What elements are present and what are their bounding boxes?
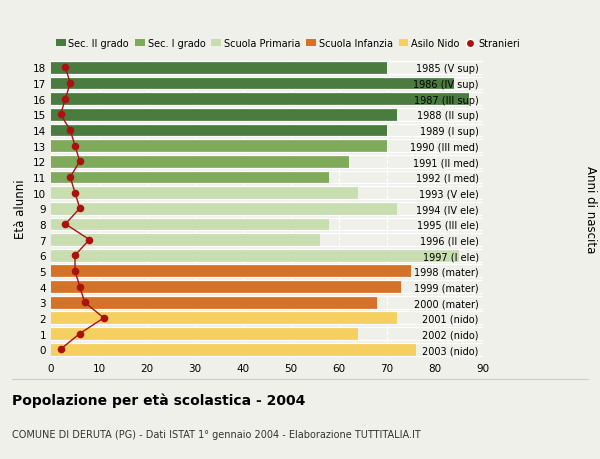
Point <box>65 127 75 134</box>
Bar <box>51 124 387 137</box>
Bar <box>51 109 397 122</box>
Point <box>61 221 70 228</box>
Point <box>75 283 85 291</box>
Bar <box>51 78 454 90</box>
Point <box>99 314 109 322</box>
Point <box>65 80 75 88</box>
Bar <box>51 202 397 215</box>
Legend: Sec. II grado, Sec. I grado, Scuola Primaria, Scuola Infanzia, Asilo Nido, Stran: Sec. II grado, Sec. I grado, Scuola Prim… <box>56 39 520 49</box>
Point <box>80 299 89 306</box>
Text: COMUNE DI DERUTA (PG) - Dati ISTAT 1° gennaio 2004 - Elaborazione TUTTITALIA.IT: COMUNE DI DERUTA (PG) - Dati ISTAT 1° ge… <box>12 429 421 439</box>
Point <box>61 96 70 103</box>
Point <box>70 268 80 275</box>
Bar <box>51 93 469 106</box>
Bar <box>51 312 397 325</box>
Point <box>70 143 80 150</box>
Point <box>56 112 65 119</box>
Text: Anni di nascita: Anni di nascita <box>584 165 597 252</box>
Bar <box>51 140 387 153</box>
Point <box>70 252 80 259</box>
Bar <box>51 187 358 200</box>
Bar <box>51 171 329 184</box>
Bar <box>51 249 459 262</box>
Point <box>75 158 85 166</box>
Bar <box>51 327 358 340</box>
Bar <box>51 234 320 246</box>
Text: Popolazione per età scolastica - 2004: Popolazione per età scolastica - 2004 <box>12 392 305 407</box>
Point <box>75 330 85 337</box>
Point <box>85 236 94 244</box>
Point <box>75 205 85 213</box>
Bar <box>51 62 387 75</box>
Point <box>65 174 75 181</box>
Point <box>56 346 65 353</box>
Bar <box>51 343 416 356</box>
Bar <box>51 280 401 293</box>
Bar <box>51 296 377 309</box>
Bar <box>51 218 329 231</box>
Y-axis label: Età alunni: Età alunni <box>14 179 28 239</box>
Bar <box>51 265 411 278</box>
Bar <box>51 156 349 168</box>
Point <box>70 190 80 197</box>
Point <box>61 65 70 72</box>
